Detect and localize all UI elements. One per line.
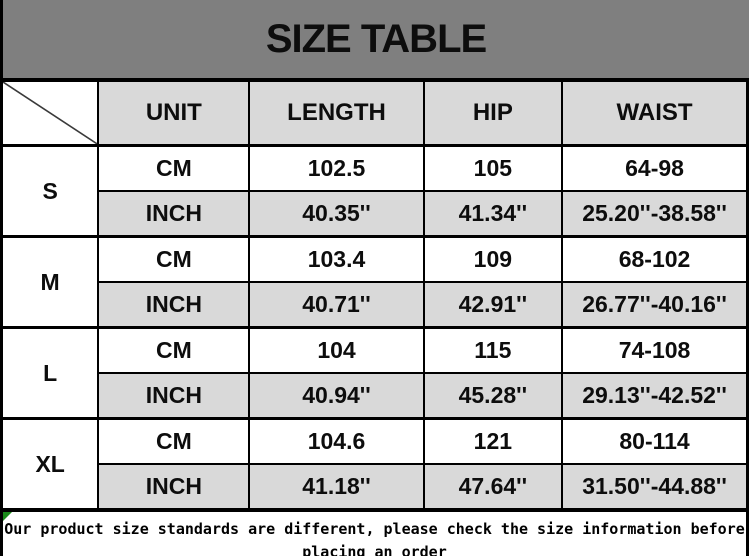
size-label-m: M xyxy=(3,235,100,329)
length-value: 104 xyxy=(248,326,425,374)
table-row: M CM 103.4 109 68-102 xyxy=(3,235,749,329)
waist-value: 25.20''-38.58'' xyxy=(561,190,749,238)
size-label-s: S xyxy=(3,144,100,238)
table-row: S CM 102.5 105 64-98 xyxy=(3,144,749,238)
column-header-waist: WAIST xyxy=(561,80,749,147)
length-value: 40.94'' xyxy=(248,372,425,420)
size-table-banner: SIZE TABLE xyxy=(3,0,749,80)
table-row: INCH 40.71'' 42.91'' 26.77''-40.16'' xyxy=(3,281,749,329)
header-row: UNIT LENGTH HIP WAIST xyxy=(3,80,749,147)
size-label-xl: XL xyxy=(3,417,100,510)
column-header-unit: UNIT xyxy=(97,80,251,147)
hip-value: 41.34'' xyxy=(422,190,564,238)
hip-value: 47.64'' xyxy=(422,463,564,510)
hip-value: 115 xyxy=(422,326,564,374)
cell-corner-flag-icon xyxy=(3,512,12,521)
column-header-hip: HIP xyxy=(422,80,564,147)
unit-cell: CM xyxy=(97,326,251,374)
length-value: 102.5 xyxy=(248,144,425,192)
hip-value: 105 xyxy=(422,144,564,192)
unit-cell: INCH xyxy=(98,281,251,329)
length-value: 40.71'' xyxy=(248,281,425,329)
footer-note-text: Our product size standards are different… xyxy=(4,520,745,556)
waist-value: 26.77''-40.16'' xyxy=(561,281,749,329)
hip-value: 45.28'' xyxy=(422,372,564,420)
waist-value: 68-102 xyxy=(561,235,749,283)
size-table-title: SIZE TABLE xyxy=(265,16,487,61)
unit-cell: INCH xyxy=(98,190,251,238)
size-table: UNIT LENGTH HIP WAIST S CM 102.5 105 64-… xyxy=(3,80,749,510)
table-row: INCH 40.35'' 41.34'' 25.20''-38.58'' xyxy=(3,190,749,238)
length-value: 103.4 xyxy=(248,235,425,283)
size-label-l: L xyxy=(3,326,100,420)
table-row: L CM 104 115 74-108 xyxy=(3,326,749,420)
hip-value: 121 xyxy=(422,417,564,465)
footer-note-cell: Our product size standards are different… xyxy=(3,510,749,556)
diagonal-line-icon xyxy=(3,82,97,144)
table-row: INCH 40.94'' 45.28'' 29.13''-42.52'' xyxy=(3,372,749,420)
column-header-length: LENGTH xyxy=(248,80,425,147)
unit-cell: CM xyxy=(97,144,251,192)
unit-cell: INCH xyxy=(98,463,251,510)
waist-value: 80-114 xyxy=(561,417,749,465)
table-row: XL CM 104.6 121 80-114 xyxy=(3,417,749,510)
unit-cell: CM xyxy=(97,417,251,465)
length-value: 41.18'' xyxy=(248,463,425,510)
table-row: INCH 41.18'' 47.64'' 31.50''-44.88'' xyxy=(3,463,749,510)
unit-cell: CM xyxy=(97,235,251,283)
waist-value: 29.13''-42.52'' xyxy=(561,372,749,420)
unit-cell: INCH xyxy=(98,372,251,420)
diagonal-corner-cell xyxy=(3,80,100,147)
hip-value: 42.91'' xyxy=(422,281,564,329)
waist-value: 74-108 xyxy=(561,326,749,374)
length-value: 104.6 xyxy=(248,417,425,465)
waist-value: 64-98 xyxy=(561,144,749,192)
hip-value: 109 xyxy=(422,235,564,283)
waist-value: 31.50''-44.88'' xyxy=(561,463,749,510)
length-value: 40.35'' xyxy=(248,190,425,238)
